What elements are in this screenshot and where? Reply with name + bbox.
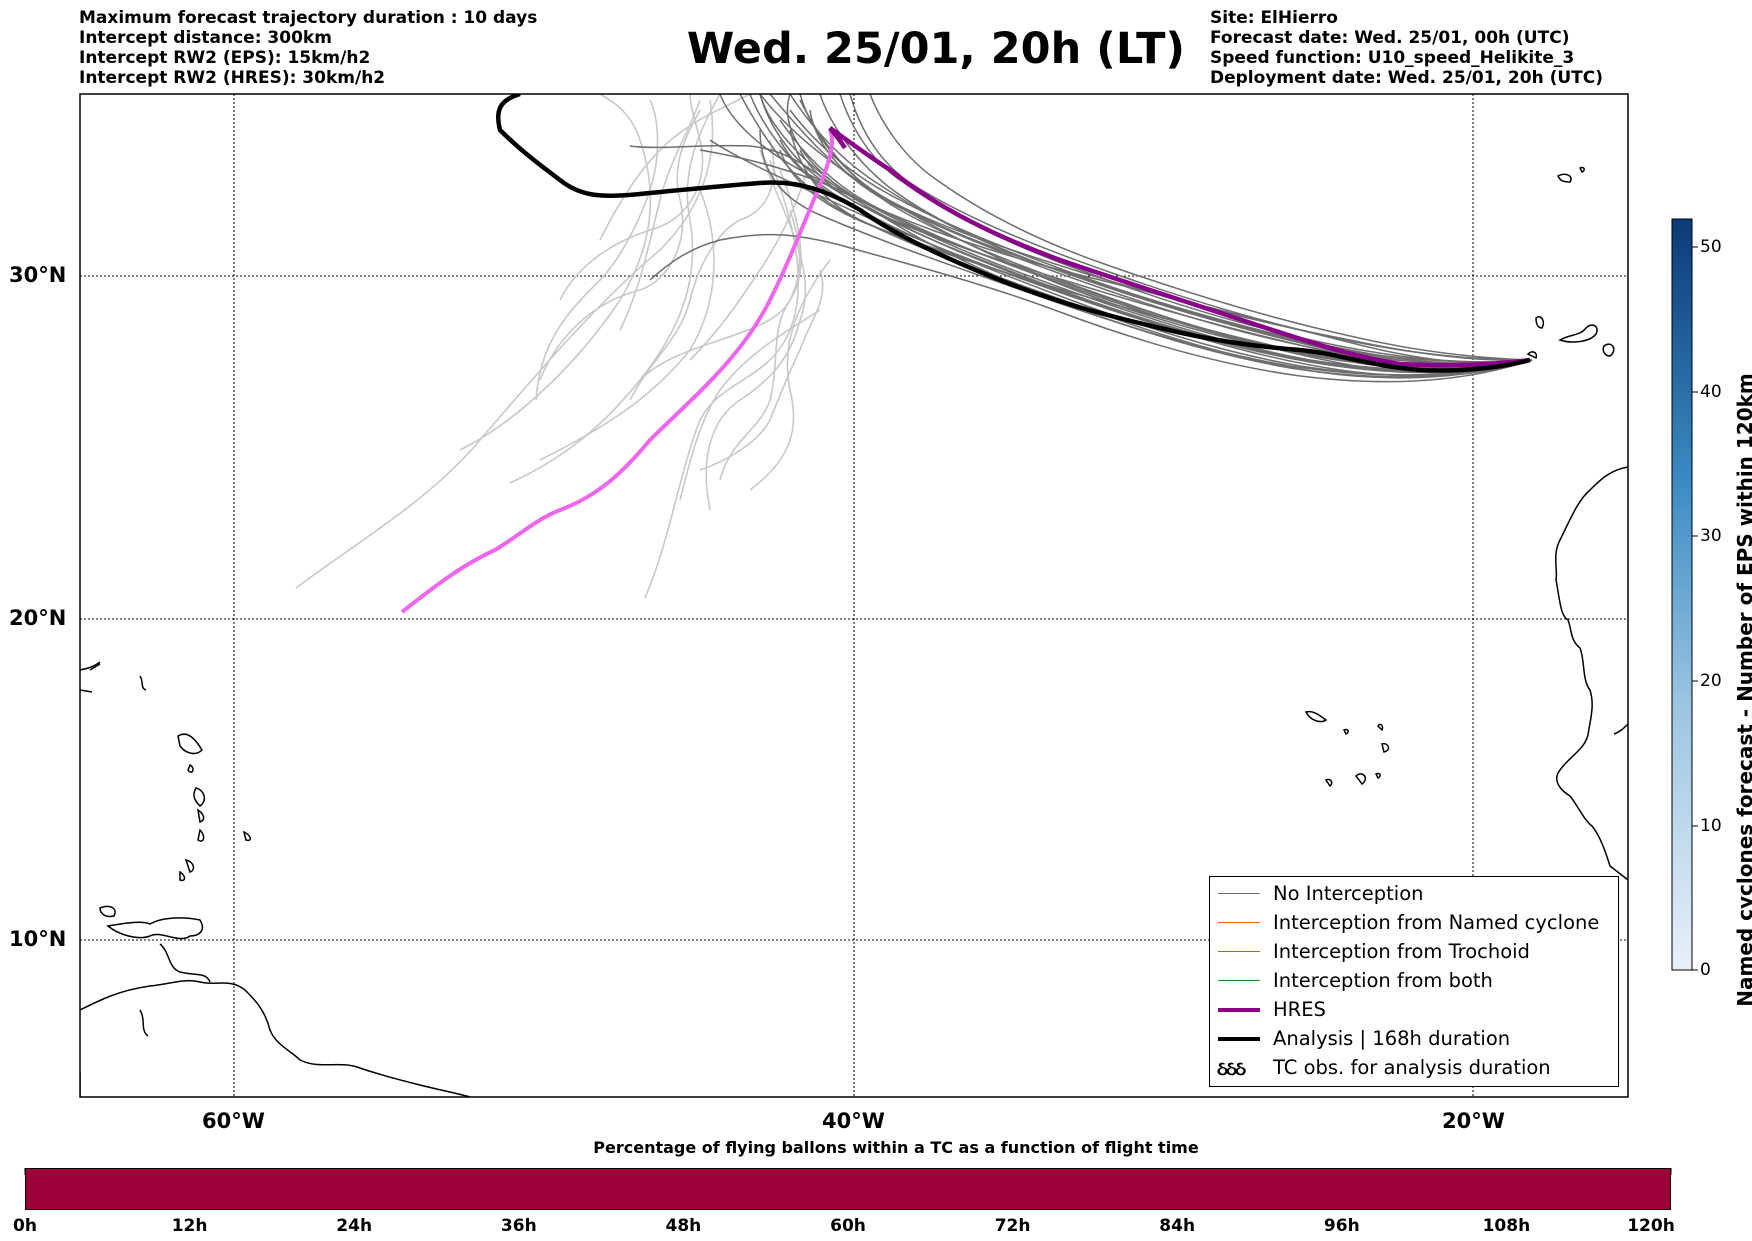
colorbar-tick: 30: [1700, 526, 1722, 546]
colorbar-tick: 50: [1700, 237, 1722, 257]
lat-label: 30°N: [9, 263, 67, 287]
colorbar-label: Named cyclones forecast - Number of EPS …: [1733, 373, 1752, 1007]
time-tick-label: 108h: [1482, 1216, 1531, 1236]
time-tick-label: 48h: [665, 1216, 702, 1236]
lat-label: 10°N: [9, 927, 67, 951]
time-tick-label: 120h: [1627, 1216, 1675, 1236]
header-right-line: Site: ElHierro: [1210, 8, 1338, 28]
header-info-right: Site: ElHierro Forecast date: Wed. 25/01…: [1210, 8, 1603, 88]
hres-earlier-trajectory: [400, 129, 834, 614]
legend-swatch: [1218, 1037, 1260, 1041]
header-left-line: Maximum forecast trajectory duration : 1…: [79, 8, 538, 28]
legend-label: Interception from both: [1273, 969, 1493, 992]
legend-swatch: [1218, 893, 1260, 894]
time-tick-label: 12h: [171, 1216, 208, 1236]
header-right-line: Speed function: U10_speed_Helikite_3: [1210, 48, 1575, 68]
time-tick-label: 72h: [994, 1216, 1031, 1236]
legend-swatch: [1218, 1008, 1260, 1012]
colorbar-gradient: [1671, 218, 1693, 971]
header-right-line: Forecast date: Wed. 25/01, 00h (UTC): [1210, 28, 1570, 48]
legend-item: No Interception: [1210, 881, 1618, 907]
time-tick-label: 0h: [13, 1216, 37, 1236]
eps-trajectories: [629, 94, 1533, 383]
time-bar-title: Percentage of flying ballons within a TC…: [593, 1138, 1199, 1157]
header-left-line: Intercept RW2 (EPS): 15km/h2: [79, 48, 371, 68]
map-frame: [79, 93, 1629, 1098]
lon-label: 60°W: [202, 1109, 265, 1133]
lat-label: 20°N: [9, 606, 67, 630]
legend-swatch: [1218, 951, 1260, 952]
analysis-trajectory: [495, 94, 1531, 373]
time-bar: [25, 1168, 1671, 1210]
lon-label: 20°W: [1442, 1109, 1505, 1133]
lon-label: 40°W: [822, 1109, 885, 1133]
header-left-line: Intercept distance: 300km: [79, 28, 332, 48]
legend-swatch: [1218, 922, 1260, 923]
colorbar-tick: 40: [1700, 382, 1722, 402]
legend-label: HRES: [1273, 998, 1326, 1021]
legend-label: No Interception: [1273, 882, 1424, 905]
map-legend: No Interception Interception from Named …: [1209, 876, 1619, 1087]
legend-swatch: [1218, 980, 1260, 981]
hres-trajectory: [828, 126, 1531, 368]
page-title: Wed. 25/01, 20h (LT): [686, 24, 1186, 74]
legend-item: Interception from Named cyclone: [1210, 910, 1618, 936]
header-left-line: Intercept RW2 (HRES): 30km/h2: [79, 68, 386, 88]
coastline-east: [1304, 166, 1628, 881]
legend-label: Interception from Named cyclone: [1273, 911, 1600, 934]
colorbar: [1671, 218, 1698, 971]
cyclone-symbol-icon: ઠઠઠ: [1217, 1058, 1246, 1080]
graticule: [80, 94, 1628, 1097]
coastline: [80, 661, 471, 1097]
legend-label: Interception from Trochoid: [1273, 940, 1530, 963]
colorbar-tick: 20: [1700, 671, 1722, 691]
time-tick-label: 36h: [500, 1216, 537, 1236]
legend-label: TC obs. for analysis duration: [1273, 1056, 1551, 1079]
header-info-left: Maximum forecast trajectory duration : 1…: [79, 8, 537, 88]
legend-item: Interception from both: [1210, 968, 1618, 994]
eps-faint-trajectories: [295, 94, 831, 599]
header-right-line: Deployment date: Wed. 25/01, 20h (UTC): [1210, 68, 1604, 88]
time-tick-label: 24h: [336, 1216, 373, 1236]
legend-item: Analysis | 168h duration: [1210, 1026, 1618, 1052]
time-tick-label: 60h: [830, 1216, 866, 1236]
time-tick-label: 96h: [1323, 1216, 1360, 1236]
colorbar-tick: 10: [1700, 816, 1722, 836]
legend-label: Analysis | 168h duration: [1273, 1027, 1511, 1050]
colorbar-tick: 0: [1700, 960, 1711, 980]
legend-item: Interception from Trochoid: [1210, 939, 1618, 965]
legend-item: ઠઠઠ TC obs. for analysis duration: [1210, 1055, 1618, 1081]
time-tick-label: 84h: [1159, 1216, 1196, 1236]
legend-item: HRES: [1210, 997, 1618, 1023]
